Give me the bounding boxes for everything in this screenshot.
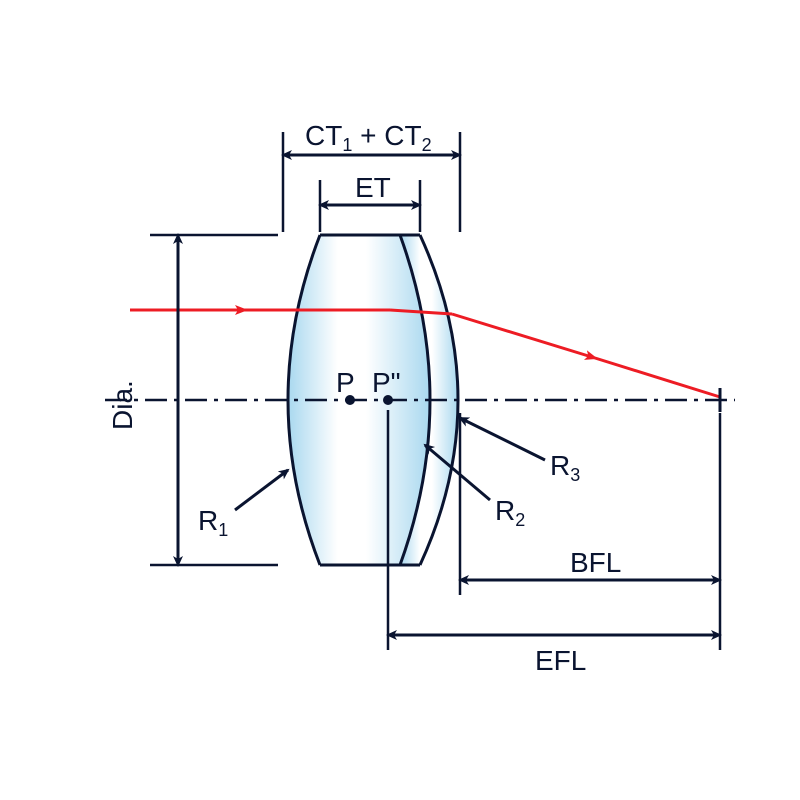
label-r3: R3 [550,450,580,485]
dim-et: ET [320,172,420,232]
label-r1: R1 [198,505,228,540]
leader-r1: R1 [198,470,288,540]
label-efl: EFL [535,645,586,676]
label-et: ET [355,172,391,203]
label-p2: P" [372,367,401,398]
label-r2: R2 [495,495,525,530]
label-dia: Dia. [107,380,138,430]
leader-r3: R3 [460,418,580,485]
dim-bfl: BFL [460,413,720,650]
label-ct: CT1 + CT2 [305,120,432,155]
label-p: P [336,367,355,398]
label-bfl: BFL [570,547,621,578]
